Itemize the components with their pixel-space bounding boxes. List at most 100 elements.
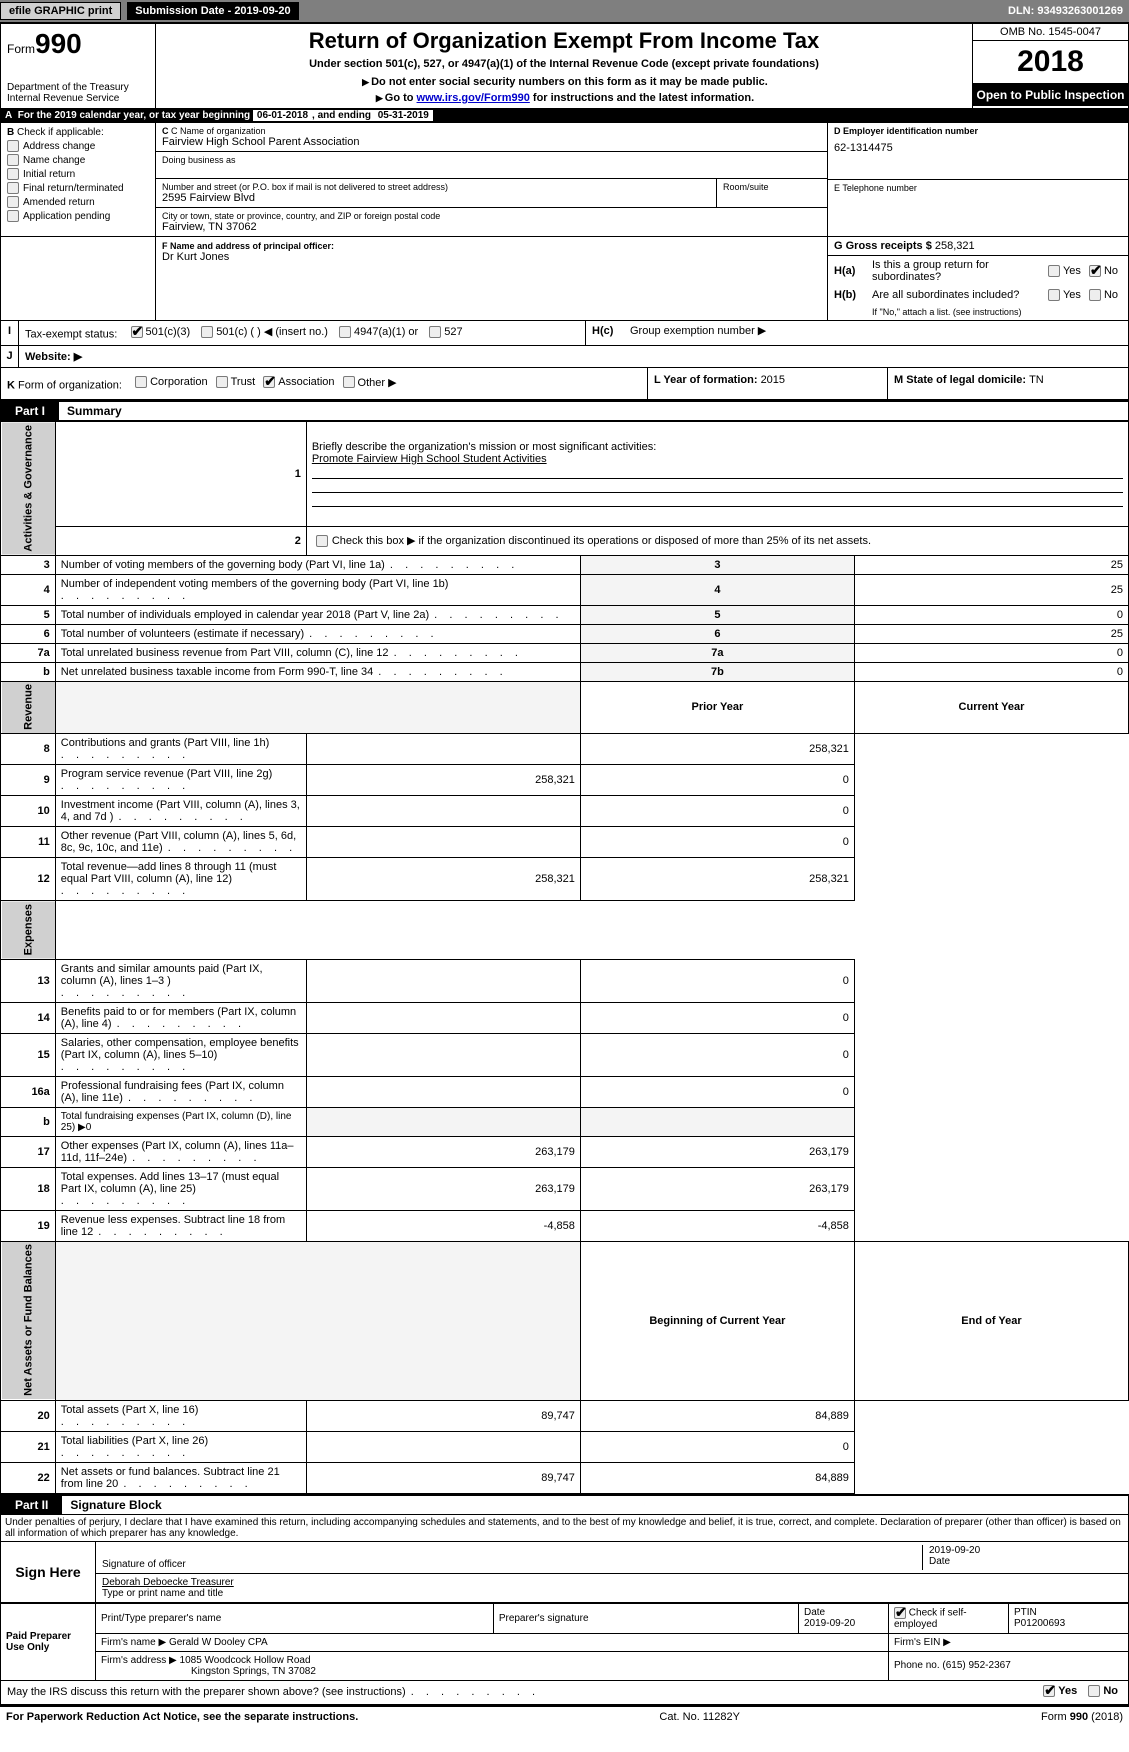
- hb-no[interactable]: No: [1089, 289, 1118, 301]
- box-gh: G Gross receipts $ 258,321 H(a) Is this …: [828, 237, 1128, 320]
- opt-527[interactable]: 527: [429, 326, 462, 338]
- period-end: 05-31-2019: [374, 110, 433, 121]
- table-row: 18Total expenses. Add lines 13–17 (must …: [1, 1167, 1129, 1210]
- box-b: B Check if applicable: Address changeNam…: [1, 123, 156, 236]
- k-option[interactable]: Trust: [216, 376, 256, 388]
- sign-here-block: Sign Here Signature of officer 2019-09-2…: [0, 1542, 1129, 1603]
- ha-yes[interactable]: Yes: [1048, 265, 1081, 277]
- form-header: Form990 Department of the Treasury Inter…: [0, 22, 1129, 109]
- table-row: 10Investment income (Part VIII, column (…: [1, 796, 1129, 827]
- opt-501c[interactable]: 501(c) ( ) ◀ (insert no.): [201, 325, 328, 338]
- part-i-header: Part I Summary: [0, 400, 1129, 421]
- open-public-badge: Open to Public Inspection: [973, 84, 1128, 106]
- table-row: 12Total revenue—add lines 8 through 11 (…: [1, 858, 1129, 901]
- footer-right: Form 990 (2018): [1041, 1711, 1123, 1723]
- hb-yes[interactable]: Yes: [1048, 289, 1081, 301]
- top-bar: efile GRAPHIC print Submission Date - 20…: [0, 0, 1129, 22]
- discuss-no[interactable]: No: [1088, 1685, 1118, 1697]
- box-de: D Employer identification number 62-1314…: [828, 123, 1128, 236]
- table-row: 20Total assets (Part X, line 16)89,74784…: [1, 1400, 1129, 1431]
- gross-receipts: 258,321: [935, 240, 975, 252]
- irs-link[interactable]: www.irs.gov/Form990: [417, 92, 530, 104]
- org-name-block: C C Name of organization Fairview High S…: [156, 123, 827, 152]
- box-d: D Employer identification number 62-1314…: [828, 123, 1128, 180]
- k-option[interactable]: Association: [263, 376, 334, 388]
- ptin-value: P01200693: [1014, 1618, 1065, 1629]
- h-b-note: If "No," attach a list. (see instruction…: [828, 304, 1128, 320]
- form-subtitle: Under section 501(c), 527, or 4947(a)(1)…: [162, 58, 966, 70]
- mission-text: Promote Fairview High School Student Act…: [312, 453, 547, 465]
- form-number: Form990: [7, 28, 149, 60]
- part-i-title: Summary: [59, 402, 130, 420]
- box-f: F Name and address of principal officer:…: [156, 237, 828, 320]
- dln-number: DLN: 93493263001269: [1008, 5, 1129, 17]
- firm-name: Gerald W Dooley CPA: [169, 1637, 268, 1648]
- opt-501c3[interactable]: 501(c)(3): [131, 326, 191, 338]
- line2-text: Check this box ▶ if the organization dis…: [306, 526, 1128, 555]
- efile-badge: efile GRAPHIC print: [0, 2, 121, 20]
- sign-here-label: Sign Here: [1, 1542, 96, 1602]
- part-ii-title: Signature Block: [62, 1496, 169, 1514]
- tax-exempt-status: Tax-exempt status: 501(c)(3) 501(c) ( ) …: [19, 321, 586, 345]
- city-value: Fairview, TN 37062: [162, 221, 821, 233]
- boxb-item[interactable]: Name change: [7, 154, 149, 166]
- vtab-rev: Revenue: [1, 681, 56, 734]
- row-m: M State of legal domicile: TN: [888, 368, 1128, 400]
- discuss-yes[interactable]: Yes: [1043, 1685, 1077, 1697]
- note-goto: Go to www.irs.gov/Form990 for instructio…: [162, 92, 966, 104]
- row-l: L Year of formation: 2015: [648, 368, 888, 400]
- col-begin: Beginning of Current Year: [580, 1241, 854, 1400]
- form-title: Return of Organization Exempt From Incom…: [162, 28, 966, 54]
- perjury-text: Under penalties of perjury, I declare th…: [0, 1515, 1129, 1542]
- street-address: 2595 Fairview Blvd: [162, 192, 710, 204]
- vtab-exp: Expenses: [1, 901, 56, 959]
- table-row: 17Other expenses (Part IX, column (A), l…: [1, 1136, 1129, 1167]
- table-row: 16aProfessional fundraising fees (Part I…: [1, 1076, 1129, 1107]
- dept-treasury: Department of the Treasury Internal Reve…: [7, 82, 149, 104]
- footer-left: For Paperwork Reduction Act Notice, see …: [6, 1711, 358, 1723]
- omb-number: OMB No. 1545-0047: [973, 24, 1128, 41]
- h-a-row: H(a) Is this a group return for subordin…: [828, 256, 1128, 286]
- boxb-item[interactable]: Final return/terminated: [7, 182, 149, 194]
- footer: For Paperwork Reduction Act Notice, see …: [0, 1705, 1129, 1727]
- paid-preparer-block: Paid Preparer Use Only Print/Type prepar…: [0, 1603, 1129, 1681]
- boxb-item[interactable]: Amended return: [7, 196, 149, 208]
- table-row: 22Net assets or fund balances. Subtract …: [1, 1462, 1129, 1493]
- officer-name: Dr Kurt Jones: [162, 251, 821, 263]
- city-block: City or town, state or province, country…: [156, 208, 827, 236]
- table-row: 13Grants and similar amounts paid (Part …: [1, 959, 1129, 1002]
- boxb-item[interactable]: Application pending: [7, 210, 149, 222]
- firm-addr2: Kingston Springs, TN 37082: [191, 1666, 316, 1677]
- row-ij: I Tax-exempt status: 501(c)(3) 501(c) ( …: [0, 321, 1129, 346]
- opt-4947[interactable]: 4947(a)(1) or: [339, 326, 418, 338]
- table-row: 3Number of voting members of the governi…: [1, 555, 1129, 574]
- header-right: OMB No. 1545-0047 2018 Open to Public In…: [973, 24, 1128, 108]
- label-i: I: [1, 321, 19, 345]
- ha-no[interactable]: No: [1089, 265, 1118, 277]
- sign-date: 2019-09-20: [929, 1545, 1122, 1556]
- section-fgh: F Name and address of principal officer:…: [0, 237, 1129, 321]
- period-begin: 06-01-2018: [253, 110, 312, 121]
- fg-spacer: [1, 237, 156, 320]
- row-k: K Form of organization: CorporationTrust…: [1, 368, 648, 400]
- section-bcde: B Check if applicable: Address changeNam…: [0, 123, 1129, 237]
- row-j: J Website: ▶: [0, 346, 1129, 368]
- discuss-row: May the IRS discuss this return with the…: [0, 1681, 1129, 1705]
- vtab-net: Net Assets or Fund Balances: [1, 1241, 56, 1400]
- boxb-item[interactable]: Address change: [7, 140, 149, 152]
- table-row: 5Total number of individuals employed in…: [1, 605, 1129, 624]
- year-formation: 2015: [761, 374, 785, 386]
- box-g: G Gross receipts $ 258,321: [828, 237, 1128, 256]
- self-employed-check[interactable]: [894, 1607, 906, 1619]
- table-row: 7aTotal unrelated business revenue from …: [1, 643, 1129, 662]
- h-b-row: H(b) Are all subordinates included? Yes …: [828, 286, 1128, 304]
- k-option[interactable]: Other ▶: [343, 376, 397, 389]
- box-e: E Telephone number: [828, 180, 1128, 237]
- boxb-item[interactable]: Initial return: [7, 168, 149, 180]
- k-option[interactable]: Corporation: [135, 376, 207, 388]
- label-j: J: [1, 346, 19, 367]
- table-row: bTotal fundraising expenses (Part IX, co…: [1, 1107, 1129, 1136]
- firm-addr1: 1085 Woodcock Hollow Road: [180, 1655, 311, 1666]
- table-row: 6Total number of volunteers (estimate if…: [1, 624, 1129, 643]
- officer-typed-name: Deborah Deboecke Treasurer: [102, 1577, 1122, 1588]
